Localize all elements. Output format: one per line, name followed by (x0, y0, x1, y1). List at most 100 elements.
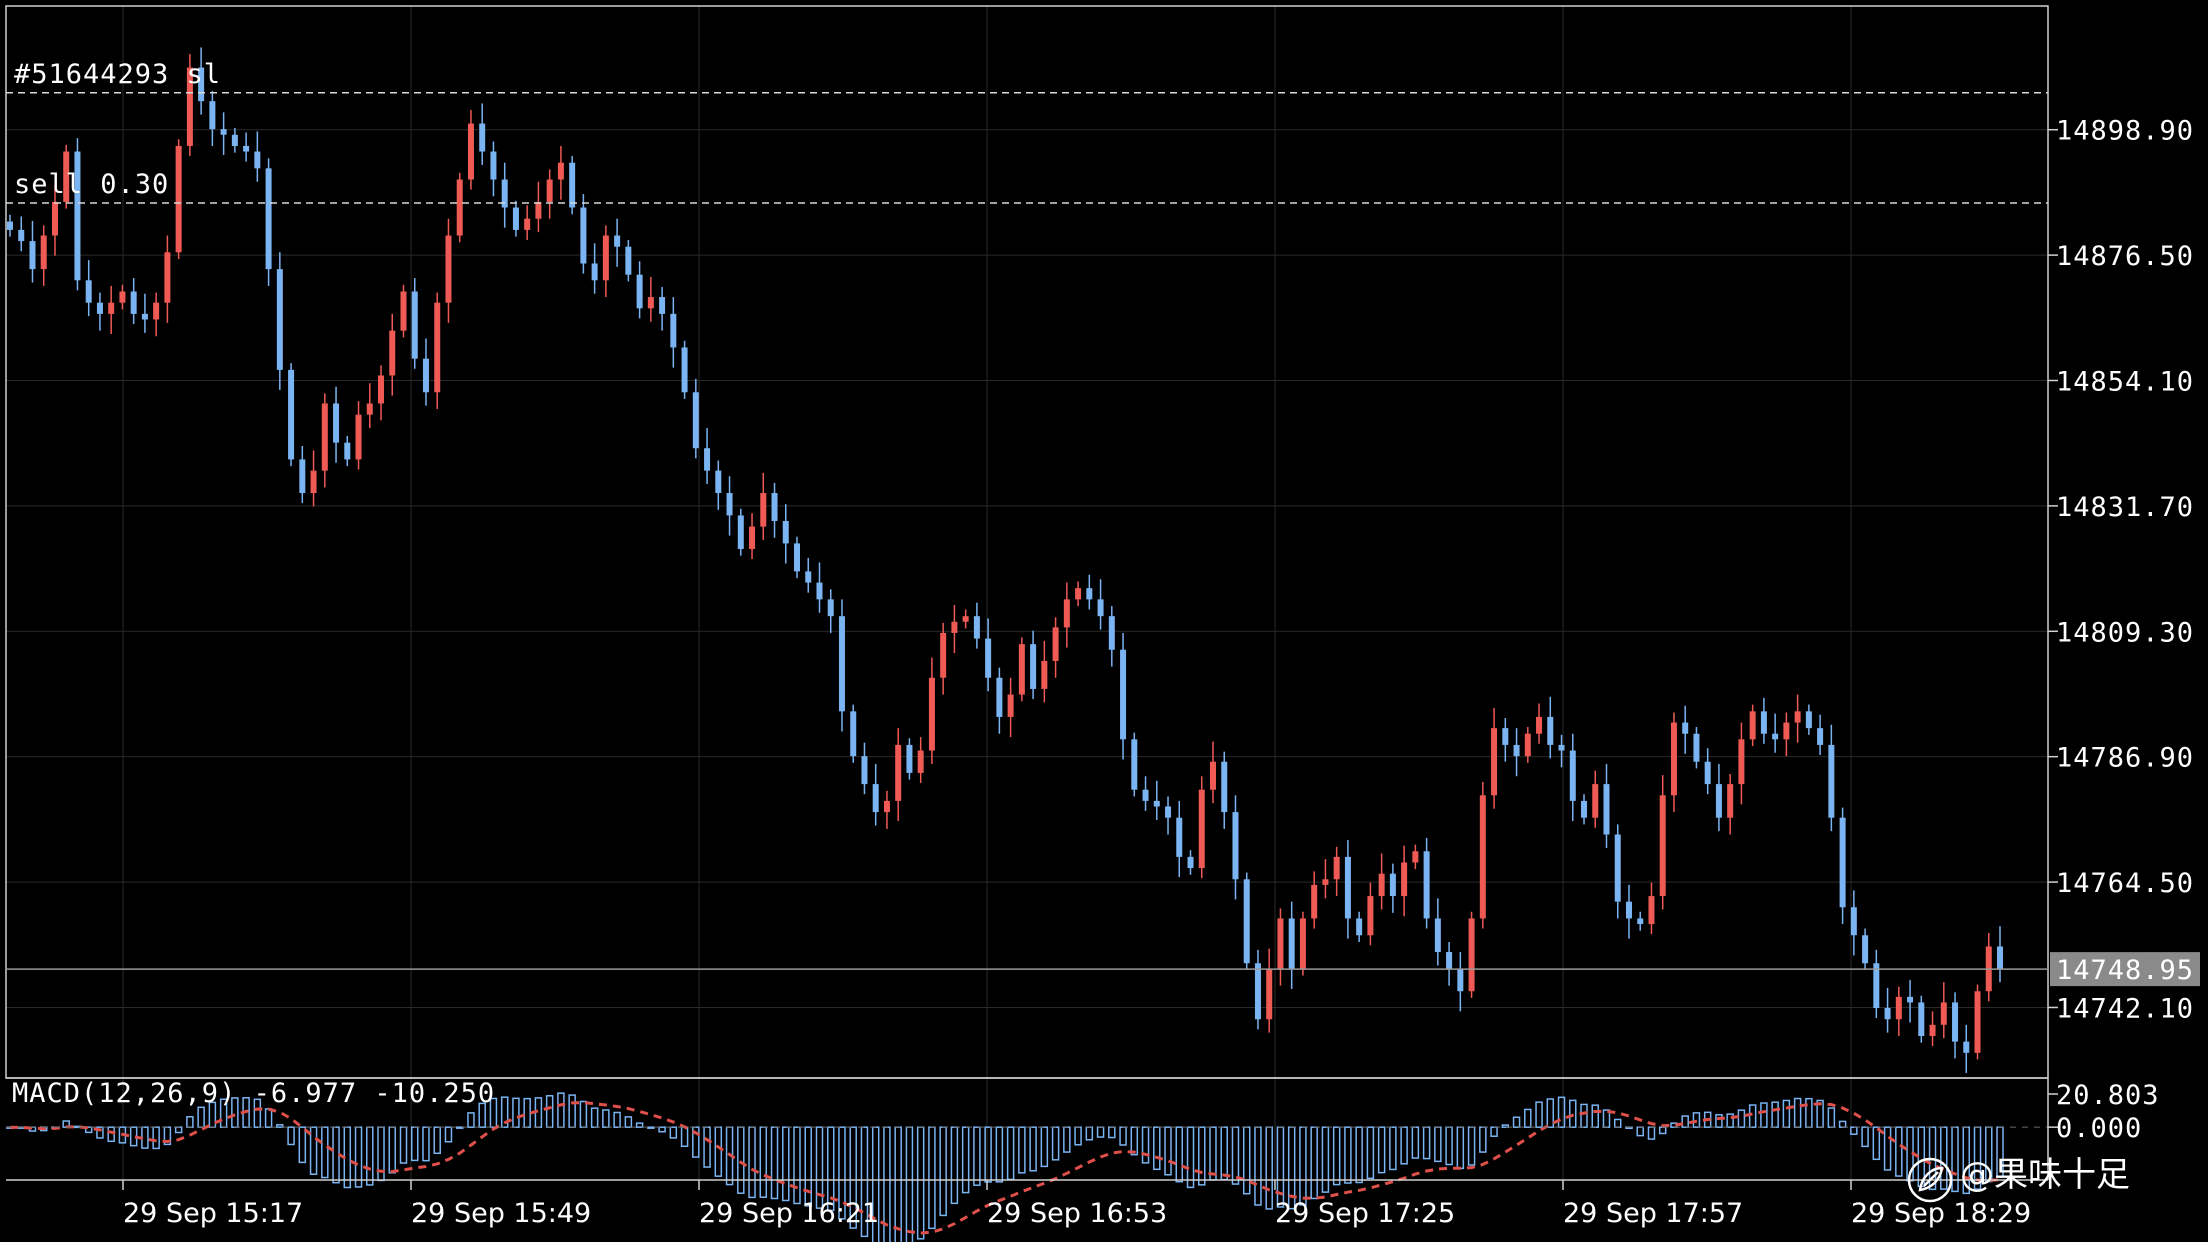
candle-body (1423, 851, 1430, 919)
candle (704, 428, 711, 485)
candle-body (625, 246, 632, 275)
candle-body (276, 269, 283, 370)
order-lines[interactable]: #51644293 sl sell 0.30 (6, 59, 2048, 204)
candle-body (1187, 856, 1194, 869)
candle-body (366, 403, 373, 415)
candle (1839, 807, 1846, 925)
macd-bar (1557, 1096, 1566, 1128)
candle (715, 460, 722, 510)
candle-body (861, 756, 868, 785)
candle (1884, 987, 1891, 1033)
candle-body (1817, 728, 1824, 745)
candle (1502, 718, 1509, 762)
macd-bar (1321, 1126, 1330, 1193)
macd-bar (1647, 1126, 1656, 1140)
macd-bar (309, 1126, 318, 1175)
macd-bar (568, 1094, 576, 1128)
candle (1524, 727, 1531, 763)
macd-bar (1658, 1126, 1667, 1135)
candle-body (1760, 711, 1767, 734)
macd-bar (1512, 1116, 1521, 1128)
macd-bar (602, 1109, 610, 1128)
price-label: 14898.90 (2056, 116, 2194, 147)
macd-bar (703, 1126, 711, 1168)
macd-bar (1501, 1124, 1510, 1128)
candle-body (1052, 627, 1059, 661)
candle (524, 205, 531, 240)
candle-body (1873, 963, 1880, 1009)
macd-bar (1074, 1126, 1082, 1146)
candle-body (479, 123, 486, 152)
macd-bar (1479, 1126, 1487, 1153)
macd-axis-label: 0.000 (2056, 1113, 2142, 1144)
candle-body (445, 235, 452, 303)
candle-body (1749, 711, 1756, 740)
candle-body (1895, 996, 1902, 1020)
candle (1581, 794, 1588, 825)
candle-body (74, 151, 81, 281)
candle-body (1086, 588, 1093, 600)
candle (299, 445, 306, 504)
macd-bar (388, 1126, 397, 1174)
candle-body (1963, 1041, 1970, 1053)
candle-body (1513, 744, 1520, 757)
candle-body (524, 218, 531, 230)
candle (445, 218, 452, 323)
macd-bar (545, 1095, 554, 1128)
candle (614, 218, 621, 267)
candle-body (1907, 996, 1914, 1003)
candle-body (1828, 744, 1835, 818)
candle-body (1693, 733, 1700, 762)
candle (321, 393, 328, 488)
macd-bar (748, 1126, 756, 1199)
candle (164, 235, 171, 323)
candle (1918, 995, 1925, 1043)
candle-body (614, 235, 621, 247)
candle-body (1288, 918, 1295, 969)
candle-body (535, 201, 542, 219)
candle (1322, 859, 1329, 899)
candle (1209, 741, 1216, 804)
macd-bar (1692, 1112, 1701, 1128)
macd-bar (1748, 1104, 1757, 1128)
candle (1682, 705, 1689, 754)
candle-body (490, 151, 497, 180)
candle (1929, 1011, 1936, 1047)
macd-bar (1580, 1103, 1588, 1128)
candle-body (1704, 761, 1711, 785)
candle-body (108, 302, 115, 314)
candle (1120, 632, 1127, 760)
candle (557, 145, 564, 200)
candle (681, 340, 688, 399)
macd-bar (1726, 1113, 1734, 1128)
candle-body (1401, 862, 1408, 897)
candle-body (996, 677, 1003, 717)
macd-bar (1366, 1126, 1375, 1180)
macd-bar (1737, 1109, 1746, 1128)
candle (1805, 704, 1812, 735)
candle (231, 128, 238, 153)
candle-body (715, 470, 722, 494)
candle-body (838, 616, 845, 712)
candle-body (1682, 722, 1689, 734)
macd-bar (1063, 1126, 1071, 1153)
candle (1018, 637, 1025, 702)
macd-bar (1895, 1126, 1903, 1177)
candle-body (1491, 728, 1498, 796)
candle (198, 47, 205, 115)
macd-bar (905, 1126, 914, 1242)
macd-bar (1377, 1126, 1386, 1174)
macd-bar (1838, 1120, 1847, 1128)
candle (1007, 677, 1014, 738)
candle (1041, 640, 1048, 703)
candle (119, 284, 126, 310)
macd-bar (152, 1126, 160, 1150)
candle (1760, 697, 1767, 744)
candle (827, 589, 834, 633)
candle-body (254, 151, 261, 169)
time-label: 29 Sep 16:53 (987, 1198, 1167, 1229)
macd-bar (928, 1126, 936, 1230)
candle (1142, 776, 1149, 811)
candle-body (951, 621, 958, 633)
